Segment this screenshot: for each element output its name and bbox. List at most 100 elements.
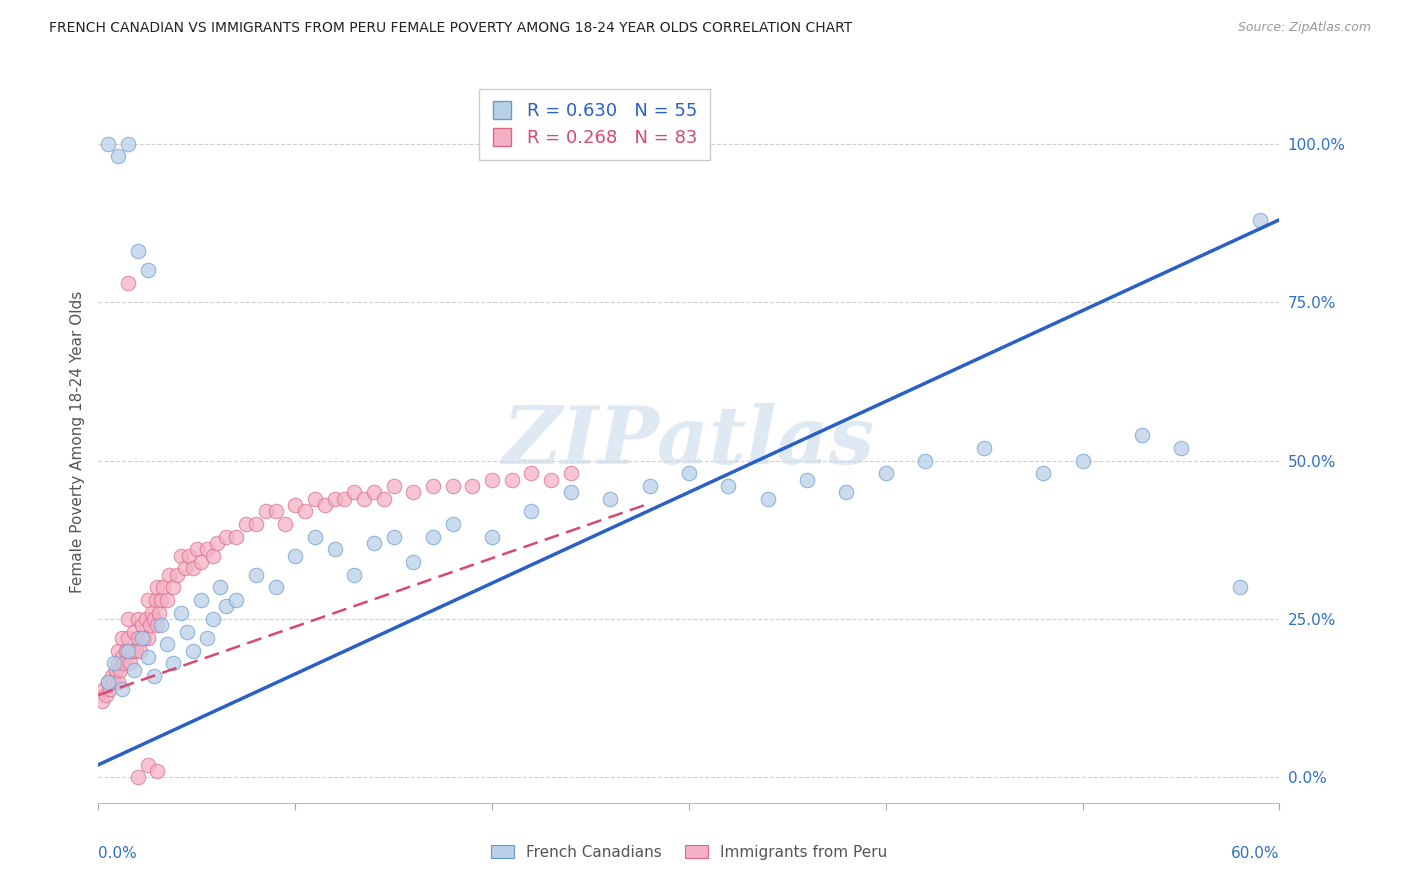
Point — [136, 757, 159, 772]
Point — [215, 599, 238, 614]
Point — [264, 580, 287, 594]
Point — [1249, 212, 1271, 227]
Point — [363, 536, 385, 550]
Point — [101, 669, 124, 683]
Point — [678, 467, 700, 481]
Point — [138, 618, 160, 632]
Point — [132, 631, 155, 645]
Point — [127, 244, 149, 259]
Point — [107, 657, 129, 671]
Point — [127, 612, 149, 626]
Point — [162, 580, 184, 594]
Point — [441, 479, 464, 493]
Point — [422, 530, 444, 544]
Point — [560, 467, 582, 481]
Point — [181, 561, 204, 575]
Point — [103, 657, 125, 671]
Point — [402, 555, 425, 569]
Point — [363, 485, 385, 500]
Point — [225, 593, 247, 607]
Point — [481, 530, 503, 544]
Point — [136, 650, 159, 665]
Point — [107, 149, 129, 163]
Point — [245, 567, 267, 582]
Point — [131, 631, 153, 645]
Point — [245, 516, 267, 531]
Point — [294, 504, 316, 518]
Point — [121, 643, 143, 657]
Point — [323, 542, 346, 557]
Point — [835, 485, 858, 500]
Point — [481, 473, 503, 487]
Point — [117, 136, 139, 151]
Point — [111, 681, 134, 696]
Text: 60.0%: 60.0% — [1232, 847, 1279, 861]
Point — [1229, 580, 1251, 594]
Point — [125, 643, 148, 657]
Point — [304, 491, 326, 506]
Point — [756, 491, 779, 506]
Point — [146, 580, 169, 594]
Point — [638, 479, 661, 493]
Point — [235, 516, 257, 531]
Point — [136, 593, 159, 607]
Point — [115, 643, 138, 657]
Point — [142, 669, 165, 683]
Point — [91, 694, 114, 708]
Point — [382, 530, 405, 544]
Point — [422, 479, 444, 493]
Point — [441, 516, 464, 531]
Point — [131, 618, 153, 632]
Point — [150, 618, 173, 632]
Point — [105, 663, 128, 677]
Point — [540, 473, 562, 487]
Point — [170, 549, 193, 563]
Point — [181, 643, 204, 657]
Point — [177, 549, 200, 563]
Point — [875, 467, 897, 481]
Point — [353, 491, 375, 506]
Point — [209, 580, 232, 594]
Point — [186, 542, 208, 557]
Point — [170, 606, 193, 620]
Point — [461, 479, 484, 493]
Point — [111, 650, 134, 665]
Point — [254, 504, 277, 518]
Point — [205, 536, 228, 550]
Point — [145, 593, 167, 607]
Point — [96, 688, 118, 702]
Point — [1130, 428, 1153, 442]
Point — [156, 637, 179, 651]
Text: 0.0%: 0.0% — [98, 847, 138, 861]
Point — [98, 681, 121, 696]
Point — [323, 491, 346, 506]
Point — [107, 643, 129, 657]
Point — [176, 624, 198, 639]
Point — [284, 549, 307, 563]
Point — [118, 657, 141, 671]
Point — [156, 593, 179, 607]
Point — [314, 498, 336, 512]
Point — [274, 516, 297, 531]
Point — [195, 631, 218, 645]
Point — [382, 479, 405, 493]
Point — [1170, 441, 1192, 455]
Point — [136, 631, 159, 645]
Point — [107, 675, 129, 690]
Point — [97, 675, 120, 690]
Point — [190, 593, 212, 607]
Point — [162, 657, 184, 671]
Point — [166, 567, 188, 582]
Point — [111, 631, 134, 645]
Point — [343, 567, 366, 582]
Point — [174, 561, 197, 575]
Point — [195, 542, 218, 557]
Point — [146, 618, 169, 632]
Point — [112, 657, 135, 671]
Point — [141, 606, 163, 620]
Point — [201, 612, 224, 626]
Point — [97, 136, 120, 151]
Point — [103, 675, 125, 690]
Point — [717, 479, 740, 493]
Point — [264, 504, 287, 518]
